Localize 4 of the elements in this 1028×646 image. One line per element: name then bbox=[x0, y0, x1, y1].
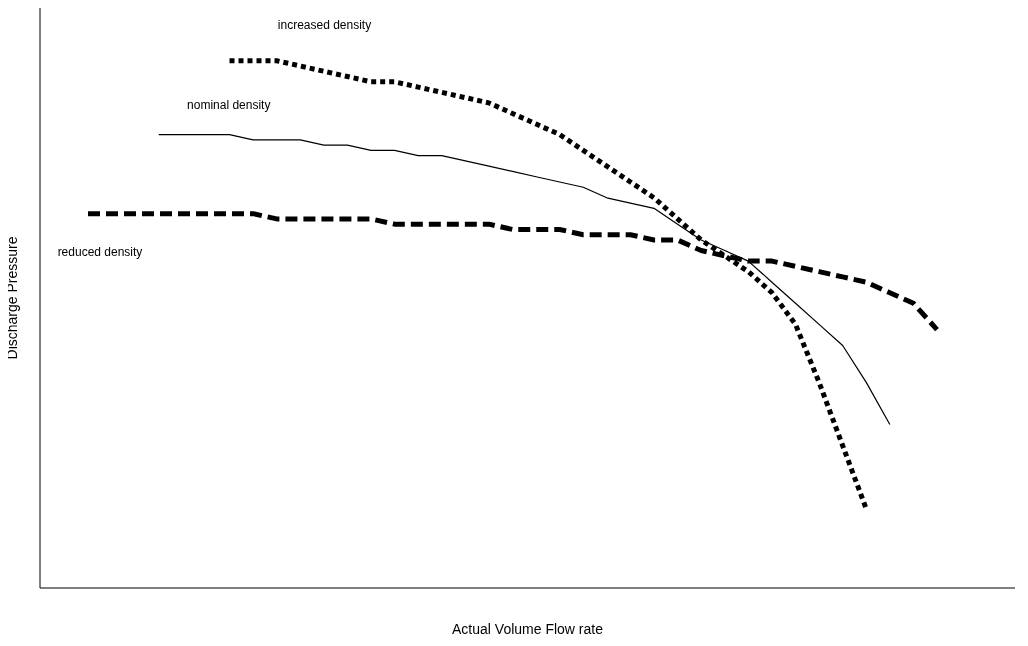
text: increased density bbox=[277, 17, 372, 32]
series-label: nominal density bbox=[187, 97, 271, 112]
x-axis-title: Actual Volume Flow rate bbox=[452, 621, 604, 637]
text: reduced density bbox=[57, 244, 143, 259]
